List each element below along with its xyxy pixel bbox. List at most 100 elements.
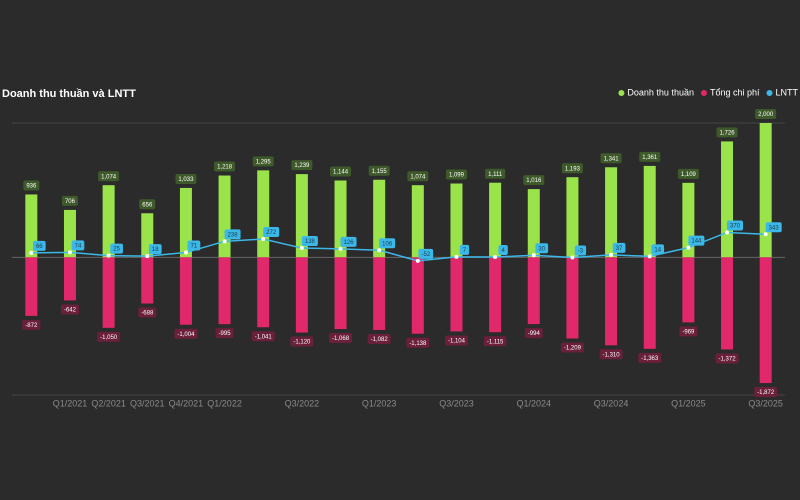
data-label: 343: [769, 225, 780, 231]
data-label-bg: [32, 240, 46, 251]
data-label: 2,000: [758, 112, 774, 118]
data-label-bg: [252, 156, 274, 167]
data-label: 1,295: [256, 159, 272, 165]
bar: [257, 257, 270, 328]
bar: [721, 257, 734, 350]
data-label: -1,004: [177, 332, 195, 338]
data-label-bg: [599, 349, 623, 360]
point: [609, 252, 614, 257]
data-label: -3: [578, 249, 584, 255]
x-tick-label: Q3/2025: [748, 398, 783, 408]
data-label-bg: [688, 235, 705, 246]
x-tick-label: Q3/2024: [594, 398, 629, 408]
data-label-bg: [523, 175, 545, 186]
x-tick-label: Q1/2022: [207, 398, 242, 408]
bar: [527, 257, 540, 325]
data-label: -1,068: [332, 336, 350, 342]
data-label-bg: [329, 333, 353, 344]
data-label: 1,099: [449, 173, 465, 179]
point: [531, 253, 536, 258]
legend-label: Tổng chi phí: [710, 87, 760, 97]
data-label: 1,726: [720, 130, 736, 136]
x-tick-label: Q1/2024: [517, 398, 552, 408]
data-label: -1,209: [564, 346, 582, 352]
data-label: 656: [142, 202, 153, 208]
point: [222, 239, 227, 244]
data-label: 66: [36, 244, 43, 250]
data-label: 14: [654, 247, 661, 253]
bar: [489, 182, 502, 258]
data-label: 37: [616, 246, 623, 252]
data-label-bg: [60, 304, 79, 315]
data-label: -969: [682, 329, 695, 335]
data-label: -1,372: [719, 357, 737, 363]
bar: [334, 257, 347, 330]
data-label-bg: [444, 335, 468, 346]
point: [763, 232, 768, 237]
data-label: 1,239: [294, 163, 310, 169]
data-label-bg: [251, 331, 275, 342]
bar: [25, 257, 38, 316]
bar: [102, 257, 115, 328]
legend-label: Doanh thu thuần: [627, 87, 694, 97]
data-label-bg: [406, 337, 430, 348]
x-tick-label: Q1/2025: [671, 398, 706, 408]
data-label: 138: [305, 239, 316, 245]
data-label: -1,310: [603, 352, 621, 358]
point: [145, 254, 150, 259]
data-label: 126: [344, 240, 355, 246]
point: [493, 255, 498, 260]
legend-label: LNTT: [776, 87, 799, 97]
bar: [102, 185, 115, 258]
data-label-bg: [290, 336, 314, 347]
bar: [566, 177, 579, 258]
data-label-bg: [263, 227, 280, 238]
x-tick-label: Q3/2021: [130, 398, 165, 408]
data-label: 30: [538, 246, 545, 252]
data-label: 1,033: [178, 177, 194, 183]
bar: [373, 257, 386, 330]
data-label: 18: [152, 247, 159, 253]
data-label: -995: [219, 331, 232, 337]
data-label-bg: [175, 173, 197, 184]
data-label: 1,155: [372, 169, 388, 175]
bar: [63, 257, 76, 301]
data-label: -1,082: [371, 337, 389, 343]
point: [299, 246, 304, 251]
x-tick-label: Q1/2023: [362, 398, 397, 408]
data-label: -994: [528, 331, 541, 337]
bar: [257, 170, 270, 258]
data-label: 1,074: [410, 174, 426, 180]
data-label: -1,138: [409, 341, 427, 347]
legend-swatch: [766, 90, 773, 96]
bar: [605, 167, 618, 258]
data-label-bg: [368, 165, 390, 176]
bar: [179, 187, 192, 258]
data-label-bg: [22, 319, 41, 330]
x-tick-label: Q1/2021: [53, 398, 88, 408]
data-label-bg: [445, 169, 467, 180]
data-label-bg: [61, 195, 78, 206]
bar: [218, 175, 231, 258]
data-label: 1,193: [565, 166, 581, 172]
data-label: -642: [64, 308, 77, 314]
data-label: 706: [65, 199, 76, 205]
data-label-bg: [498, 245, 508, 256]
data-label: 1,074: [101, 174, 117, 180]
data-label: 370: [730, 224, 741, 230]
data-label-bg: [71, 240, 85, 251]
x-tick-label: Q3/2022: [285, 398, 320, 408]
data-label-bg: [187, 240, 201, 251]
x-tick-label: Q3/2023: [439, 398, 474, 408]
point: [183, 250, 188, 255]
data-label-bg: [524, 328, 543, 339]
data-label: 1,109: [681, 172, 697, 178]
data-label-bg: [561, 163, 583, 174]
data-label-bg: [715, 353, 739, 364]
data-label: -1,363: [641, 356, 659, 362]
bar: [218, 257, 231, 325]
data-label-bg: [418, 248, 434, 259]
bar: [721, 141, 734, 258]
data-label-bg: [174, 328, 198, 339]
bar: [605, 257, 618, 346]
